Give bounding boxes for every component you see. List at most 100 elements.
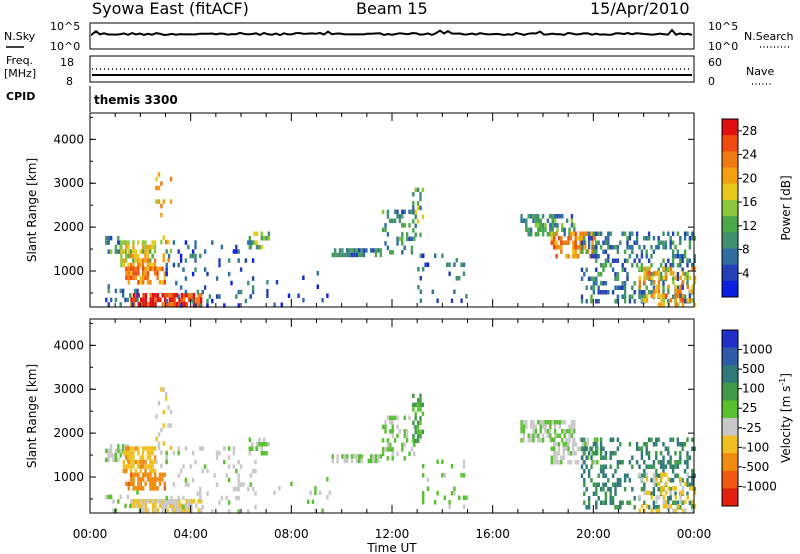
power-cell: [343, 252, 346, 258]
velocity-cell: [667, 460, 670, 465]
velocity-cell: [151, 468, 154, 474]
velocity-cell: [549, 424, 552, 429]
power-cell: [590, 254, 593, 259]
power-cell: [144, 297, 148, 302]
power-cell: [431, 289, 434, 294]
power-colorbar-label: Power [dB]: [779, 175, 793, 240]
velocity-cell: [569, 451, 573, 456]
power-cell: [355, 252, 358, 258]
velocity-cell: [109, 448, 113, 454]
velocity-cell: [258, 442, 261, 447]
power-cell: [410, 209, 414, 215]
velocity-cell: [436, 459, 439, 464]
velocity-colorbar-tick-label: 25: [742, 401, 757, 415]
power-cell: [389, 218, 392, 224]
noise-tick-right-bottom: 10^0: [708, 40, 738, 53]
velocity-cell: [149, 450, 152, 456]
power-cell: [403, 209, 406, 215]
power-cell: [162, 235, 165, 240]
velocity-cell: [659, 464, 663, 469]
velocity-cell: [581, 460, 585, 465]
velocity-cell: [203, 464, 207, 469]
power-cell: [132, 297, 136, 302]
velocity-cell: [112, 508, 115, 513]
velocity-cell: [227, 500, 231, 505]
power-cell: [179, 253, 183, 259]
velocity-cell: [572, 437, 575, 442]
power-cell: [674, 293, 677, 299]
velocity-cell: [262, 437, 266, 442]
velocity-cell: [162, 423, 165, 428]
power-cell: [679, 275, 682, 281]
power-cell: [365, 248, 368, 253]
velocity-cell: [550, 446, 553, 451]
velocity-cell: [604, 455, 608, 460]
power-cell: [607, 240, 610, 245]
velocity-cell: [604, 451, 608, 456]
velocity-cell: [580, 473, 584, 478]
velocity-cell: [609, 451, 612, 456]
power-cell: [662, 293, 665, 299]
power-cell: [553, 240, 556, 245]
velocity-cell: [119, 494, 122, 500]
power-cell: [161, 302, 164, 307]
velocity-cell: [655, 469, 658, 474]
velocity-cell: [655, 499, 658, 505]
velocity-cell: [643, 490, 646, 496]
velocity-cell: [659, 451, 663, 456]
power-cell: [161, 293, 164, 298]
velocity-cell: [676, 460, 680, 465]
power-cell: [149, 244, 152, 250]
velocity-cell: [585, 446, 588, 451]
power-cell: [611, 267, 615, 272]
velocity-cell: [251, 486, 255, 492]
velocity-cell: [391, 420, 394, 425]
power-cell: [560, 249, 563, 254]
power-cell: [384, 227, 387, 233]
power-cell: [450, 298, 454, 303]
velocity-cell: [134, 459, 138, 465]
power-cell: [674, 298, 677, 303]
power-cell: [633, 299, 636, 304]
velocity-cell: [660, 490, 663, 496]
velocity-cell: [235, 486, 238, 492]
power-cell: [154, 266, 157, 272]
power-cell: [149, 258, 152, 263]
velocity-cell: [421, 402, 425, 408]
velocity-cell: [599, 446, 603, 451]
power-cell: [109, 297, 113, 303]
velocity-cell: [683, 442, 687, 447]
velocity-cell: [175, 509, 178, 514]
power-cell: [580, 299, 584, 304]
velocity-cell: [132, 455, 135, 460]
power-cell: [130, 271, 133, 276]
velocity-cell: [691, 508, 694, 514]
velocity-cell: [237, 509, 240, 514]
velocity-cell: [609, 496, 612, 501]
velocity-cell: [290, 481, 293, 486]
velocity-cell: [532, 433, 535, 438]
velocity-cell: [674, 508, 677, 514]
velocity-cell: [167, 423, 170, 428]
power-cell: [664, 245, 668, 250]
power-cell: [166, 302, 169, 307]
power-cell: [568, 232, 571, 237]
velocity-cell: [541, 438, 545, 443]
power-cell: [604, 249, 608, 254]
power-cell: [398, 236, 402, 242]
velocity-cell: [660, 477, 663, 482]
velocity-colorbar-swatch: [722, 470, 738, 489]
velocity-cell: [160, 427, 163, 433]
power-cell: [653, 293, 656, 299]
power-cell: [671, 254, 675, 259]
velocity-cell: [403, 442, 406, 448]
power-cell: [177, 249, 180, 254]
velocity-cell: [681, 446, 684, 451]
velocity-cell: [652, 442, 656, 447]
velocity-cell: [593, 437, 597, 442]
velocity-cell: [662, 442, 665, 447]
velocity-cell: [693, 504, 697, 509]
power-cell: [669, 263, 672, 268]
